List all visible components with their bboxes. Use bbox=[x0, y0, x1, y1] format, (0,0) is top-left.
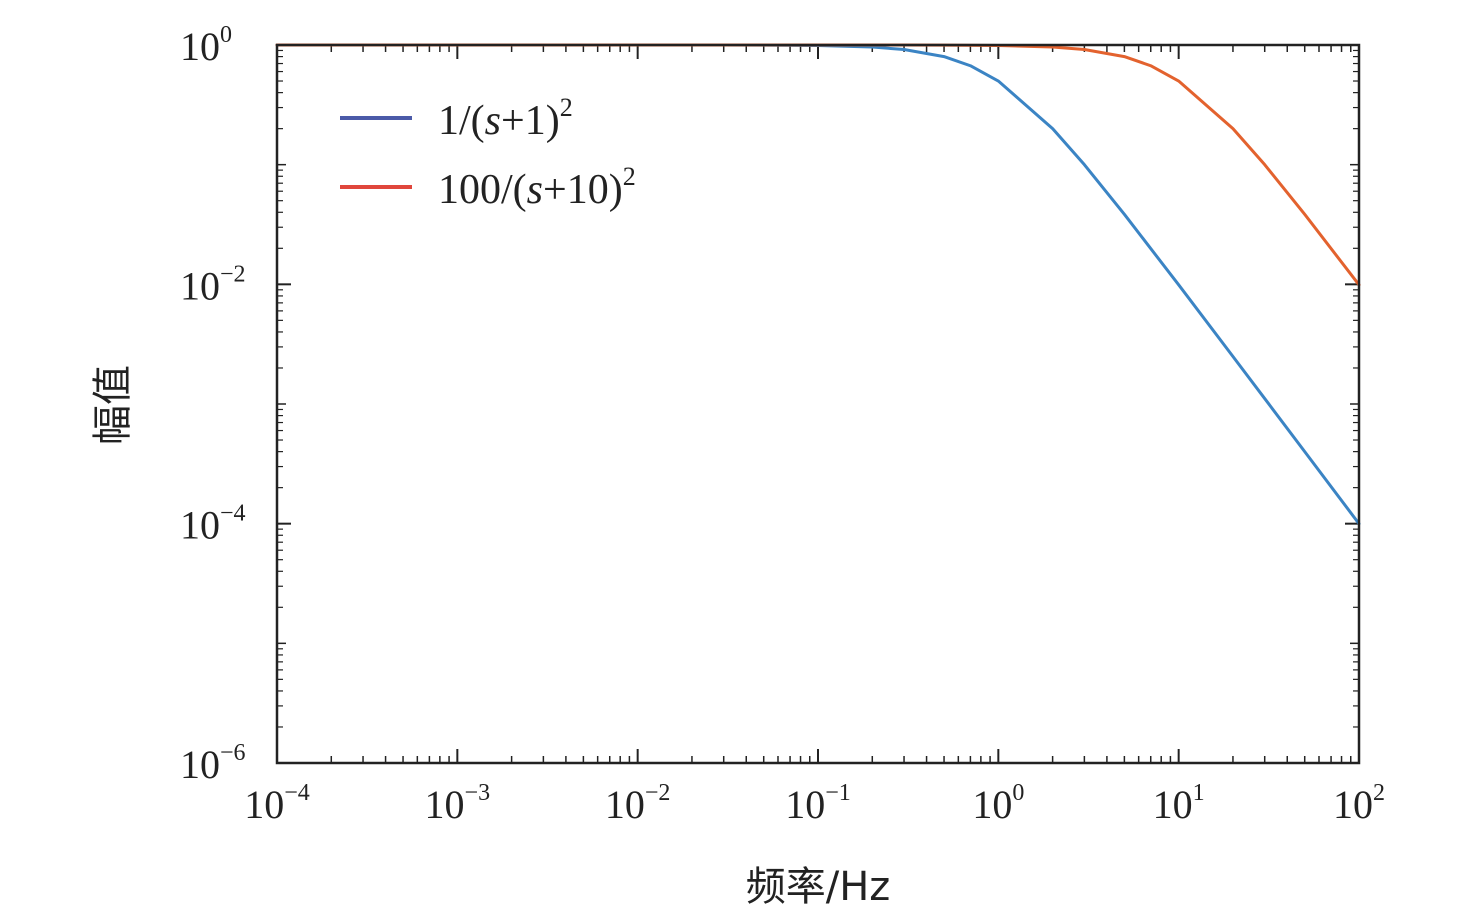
y-tick-label: 10−6 bbox=[180, 740, 246, 787]
major-ticks bbox=[276, 44, 1360, 764]
minor-ticks bbox=[277, 45, 1359, 763]
x-tick-label: 10−1 bbox=[785, 780, 851, 827]
x-tick-label: 100 bbox=[972, 780, 1024, 827]
x-tick-label: 10−4 bbox=[244, 780, 310, 827]
x-axis-title: 频率/Hz bbox=[746, 864, 891, 910]
y-tick-label: 10−4 bbox=[180, 501, 246, 548]
legend: 1/(s+1)2 100/(s+10)2 bbox=[340, 93, 636, 213]
x-tick-labels: 10−4 10−3 10−2 10−1 100 101 102 bbox=[244, 780, 1385, 827]
legend-label-series-2: 100/(s+10)2 bbox=[438, 162, 636, 213]
y-tick-labels: 100 10−2 10−4 10−6 bbox=[180, 22, 246, 787]
series-line-2 bbox=[275, 43, 1361, 287]
y-axis-title: 幅值 bbox=[90, 365, 136, 445]
x-tick-label: 10−2 bbox=[605, 780, 671, 827]
x-tick-label: 102 bbox=[1333, 780, 1385, 827]
y-tick-label: 100 bbox=[180, 22, 232, 69]
x-tick-label: 101 bbox=[1153, 780, 1205, 827]
x-tick-label: 10−3 bbox=[425, 780, 491, 827]
legend-label-series-1: 1/(s+1)2 bbox=[438, 93, 573, 144]
y-tick-label: 10−2 bbox=[180, 261, 246, 308]
plot-frame bbox=[275, 43, 1361, 765]
